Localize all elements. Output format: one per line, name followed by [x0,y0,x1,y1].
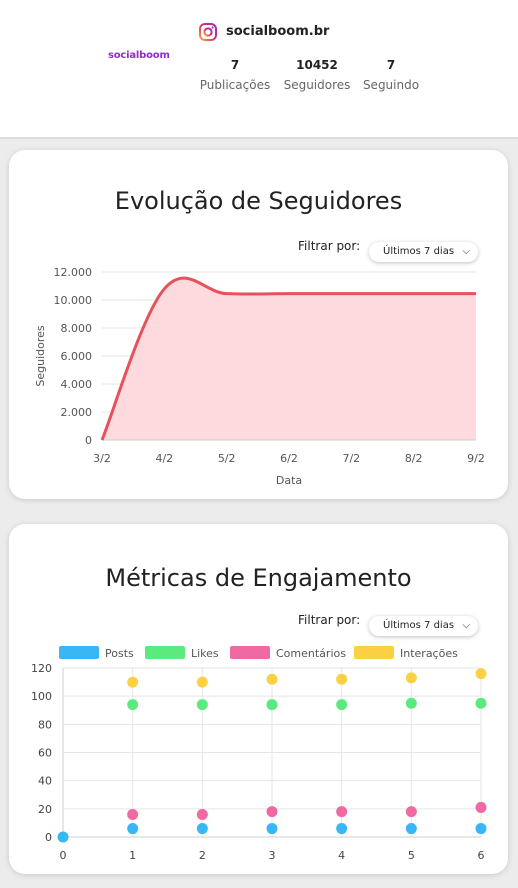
data-point [475,823,487,835]
x-tick-label: 2 [199,849,206,862]
y-tick-label: 12.000 [54,266,93,279]
legend-swatch [230,646,270,659]
stat-publicacoes: 7 Publicações [198,58,272,92]
filter-label: Filtrar por: [298,239,361,253]
instagram-icon [199,23,217,41]
x-axis-title: Data [276,474,302,487]
x-tick-label: 3 [269,849,276,862]
y-tick-label: 4.000 [61,378,93,391]
followers-card-title: Evolução de Seguidores [114,187,403,215]
data-point [475,668,487,680]
x-tick-label: 5/2 [218,452,236,465]
data-point [196,808,208,820]
stat-value: 7 [230,58,240,72]
chevron-down-icon: ⌵ [462,246,470,257]
data-point [405,672,417,684]
x-tick-label: 9/2 [467,452,485,465]
stat-value: 10452 [296,58,338,72]
chevron-down-icon: ⌵ [462,620,470,631]
x-tick-label: 7/2 [342,452,360,465]
data-point [57,831,69,843]
data-point [336,806,348,818]
x-tick-label: 4 [338,849,345,862]
y-tick-label: 2.000 [61,406,93,419]
stat-seguidores: 10452 Seguidores [282,58,352,92]
data-point [475,697,487,709]
stat-seguindo: 7 Seguindo [360,58,422,92]
data-point [405,823,417,835]
y-tick-label: 100 [31,690,52,703]
data-point [336,823,348,835]
x-tick-label: 6 [478,849,485,862]
engagement-card: Métricas de Engajamento Filtrar por: Últ… [9,524,508,874]
data-point [336,673,348,685]
y-axis-title: Seguidores [34,325,47,387]
x-tick-label: 6/2 [280,452,298,465]
data-point [127,823,139,835]
data-point [196,676,208,688]
y-tick-label: 0 [45,831,52,844]
legend-label: Interações [400,647,458,660]
followers-period-select[interactable]: Últimos 7 dias ⌵ [369,242,478,262]
data-point [266,823,278,835]
instagram-username[interactable]: socialboom.br [226,24,330,39]
y-tick-label: 40 [38,775,52,788]
data-point [266,673,278,685]
followers-card: Evolução de Seguidores Filtrar por: Últi… [9,150,508,499]
data-point [405,697,417,709]
data-point [336,699,348,711]
engagement-period-select[interactable]: Últimos 7 dias ⌵ [369,616,478,636]
x-tick-label: 5 [408,849,415,862]
y-tick-label: 20 [38,803,52,816]
legend-label: Posts [105,647,134,660]
profile-header: socialboom socialboom.br 7 Publicações 1… [0,0,518,139]
stat-label: Publicações [199,78,271,92]
followers-chart: 0 2.000 4.000 6.000 8.000 10.000 12.000 3/2 4/2 5… [34,266,485,487]
y-tick-label: 8.000 [61,322,93,335]
data-point [127,808,139,820]
engagement-chart: 0 20 40 60 80 100 120 0 1 2 3 4 5 6 Posts Likes Comentár… [31,646,487,862]
data-point [196,823,208,835]
select-value: Últimos 7 dias [383,246,455,257]
data-point [405,806,417,818]
followers-area [102,278,476,440]
legend-label: Likes [191,647,219,660]
y-tick-label: 120 [31,662,52,675]
stat-label: Seguidores [283,78,351,92]
x-tick-label: 3/2 [93,452,111,465]
y-tick-label: 10.000 [54,294,93,307]
filter-label: Filtrar por: [298,613,361,627]
stat-value: 7 [386,58,396,72]
x-tick-label: 1 [129,849,136,862]
y-tick-label: 60 [38,747,52,760]
legend-label: Comentários [276,647,346,660]
x-tick-label: 8/2 [405,452,423,465]
data-point [127,699,139,711]
data-point [196,699,208,711]
socialboom-logo: socialboom [108,50,170,61]
x-tick-label: 0 [60,849,67,862]
y-tick-label: 0 [85,434,92,447]
engagement-card-title: Métricas de Engajamento [105,564,412,592]
x-tick-label: 4/2 [155,452,173,465]
followers-line [100,276,476,441]
y-tick-label: 6.000 [61,350,93,363]
y-tick-label: 80 [38,718,52,731]
data-point [266,699,278,711]
stat-label: Seguindo [362,78,420,92]
legend-swatch [59,646,99,659]
select-value: Últimos 7 dias [383,620,455,631]
legend-swatch [354,646,394,659]
data-point [475,801,487,813]
data-point [127,676,139,688]
data-point [266,806,278,818]
legend-swatch [145,646,185,659]
